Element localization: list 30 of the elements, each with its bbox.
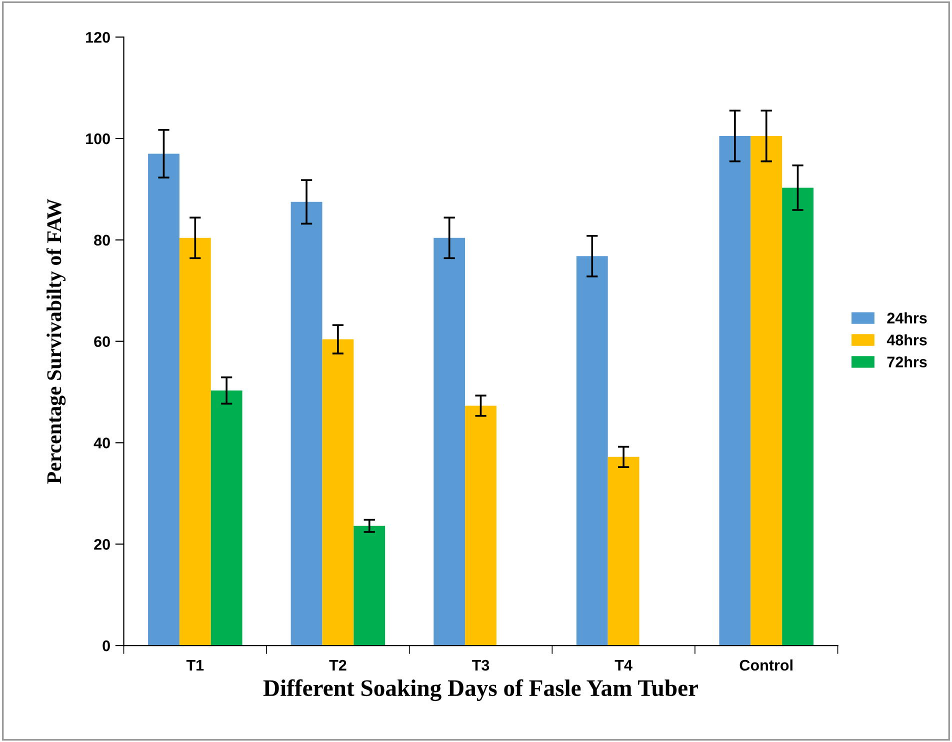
legend-label: 72hrs — [887, 356, 927, 368]
x-tick-label: Control — [740, 659, 792, 671]
x-axis-title: Different Soaking Days of Fasle Yam Tuber — [263, 679, 698, 702]
bar — [434, 238, 466, 646]
bar — [719, 136, 751, 646]
bar — [576, 256, 608, 646]
y-tick-label: 80 — [94, 234, 110, 246]
bar — [179, 238, 211, 646]
x-tick-label: T2 — [329, 660, 346, 670]
y-tick-label: 60 — [94, 336, 110, 348]
bar — [322, 339, 354, 646]
bar — [465, 406, 496, 646]
bar — [354, 526, 386, 646]
x-tick-label: T1 — [186, 660, 204, 670]
bar — [148, 154, 180, 646]
bar — [210, 390, 242, 646]
y-tick-label: 0 — [102, 640, 110, 652]
legend-label: 48hrs — [886, 334, 927, 346]
bar — [782, 188, 814, 646]
y-tick-label: 100 — [86, 133, 110, 144]
bar — [608, 456, 640, 646]
y-axis-title: Percentage Survivabilty of FAW — [46, 198, 66, 484]
bar — [750, 136, 782, 646]
bar — [290, 202, 322, 646]
legend-label: 24hrs — [887, 312, 927, 324]
x-tick-label: T3 — [472, 660, 490, 671]
y-tick-label: 20 — [94, 539, 110, 550]
y-tick-label: 40 — [94, 438, 110, 448]
y-tick-label: 120 — [86, 32, 110, 43]
x-tick-label: T4 — [614, 660, 632, 670]
